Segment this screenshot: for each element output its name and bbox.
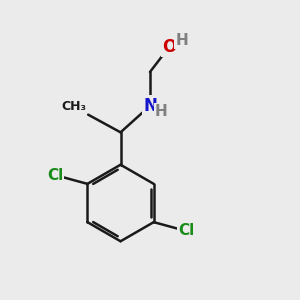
Text: O: O [162, 38, 176, 56]
Text: CH₃: CH₃ [62, 100, 87, 113]
Text: N: N [143, 97, 157, 115]
Text: Cl: Cl [47, 167, 63, 182]
Text: H: H [155, 103, 168, 118]
Text: Cl: Cl [178, 224, 194, 238]
Text: H: H [175, 33, 188, 48]
